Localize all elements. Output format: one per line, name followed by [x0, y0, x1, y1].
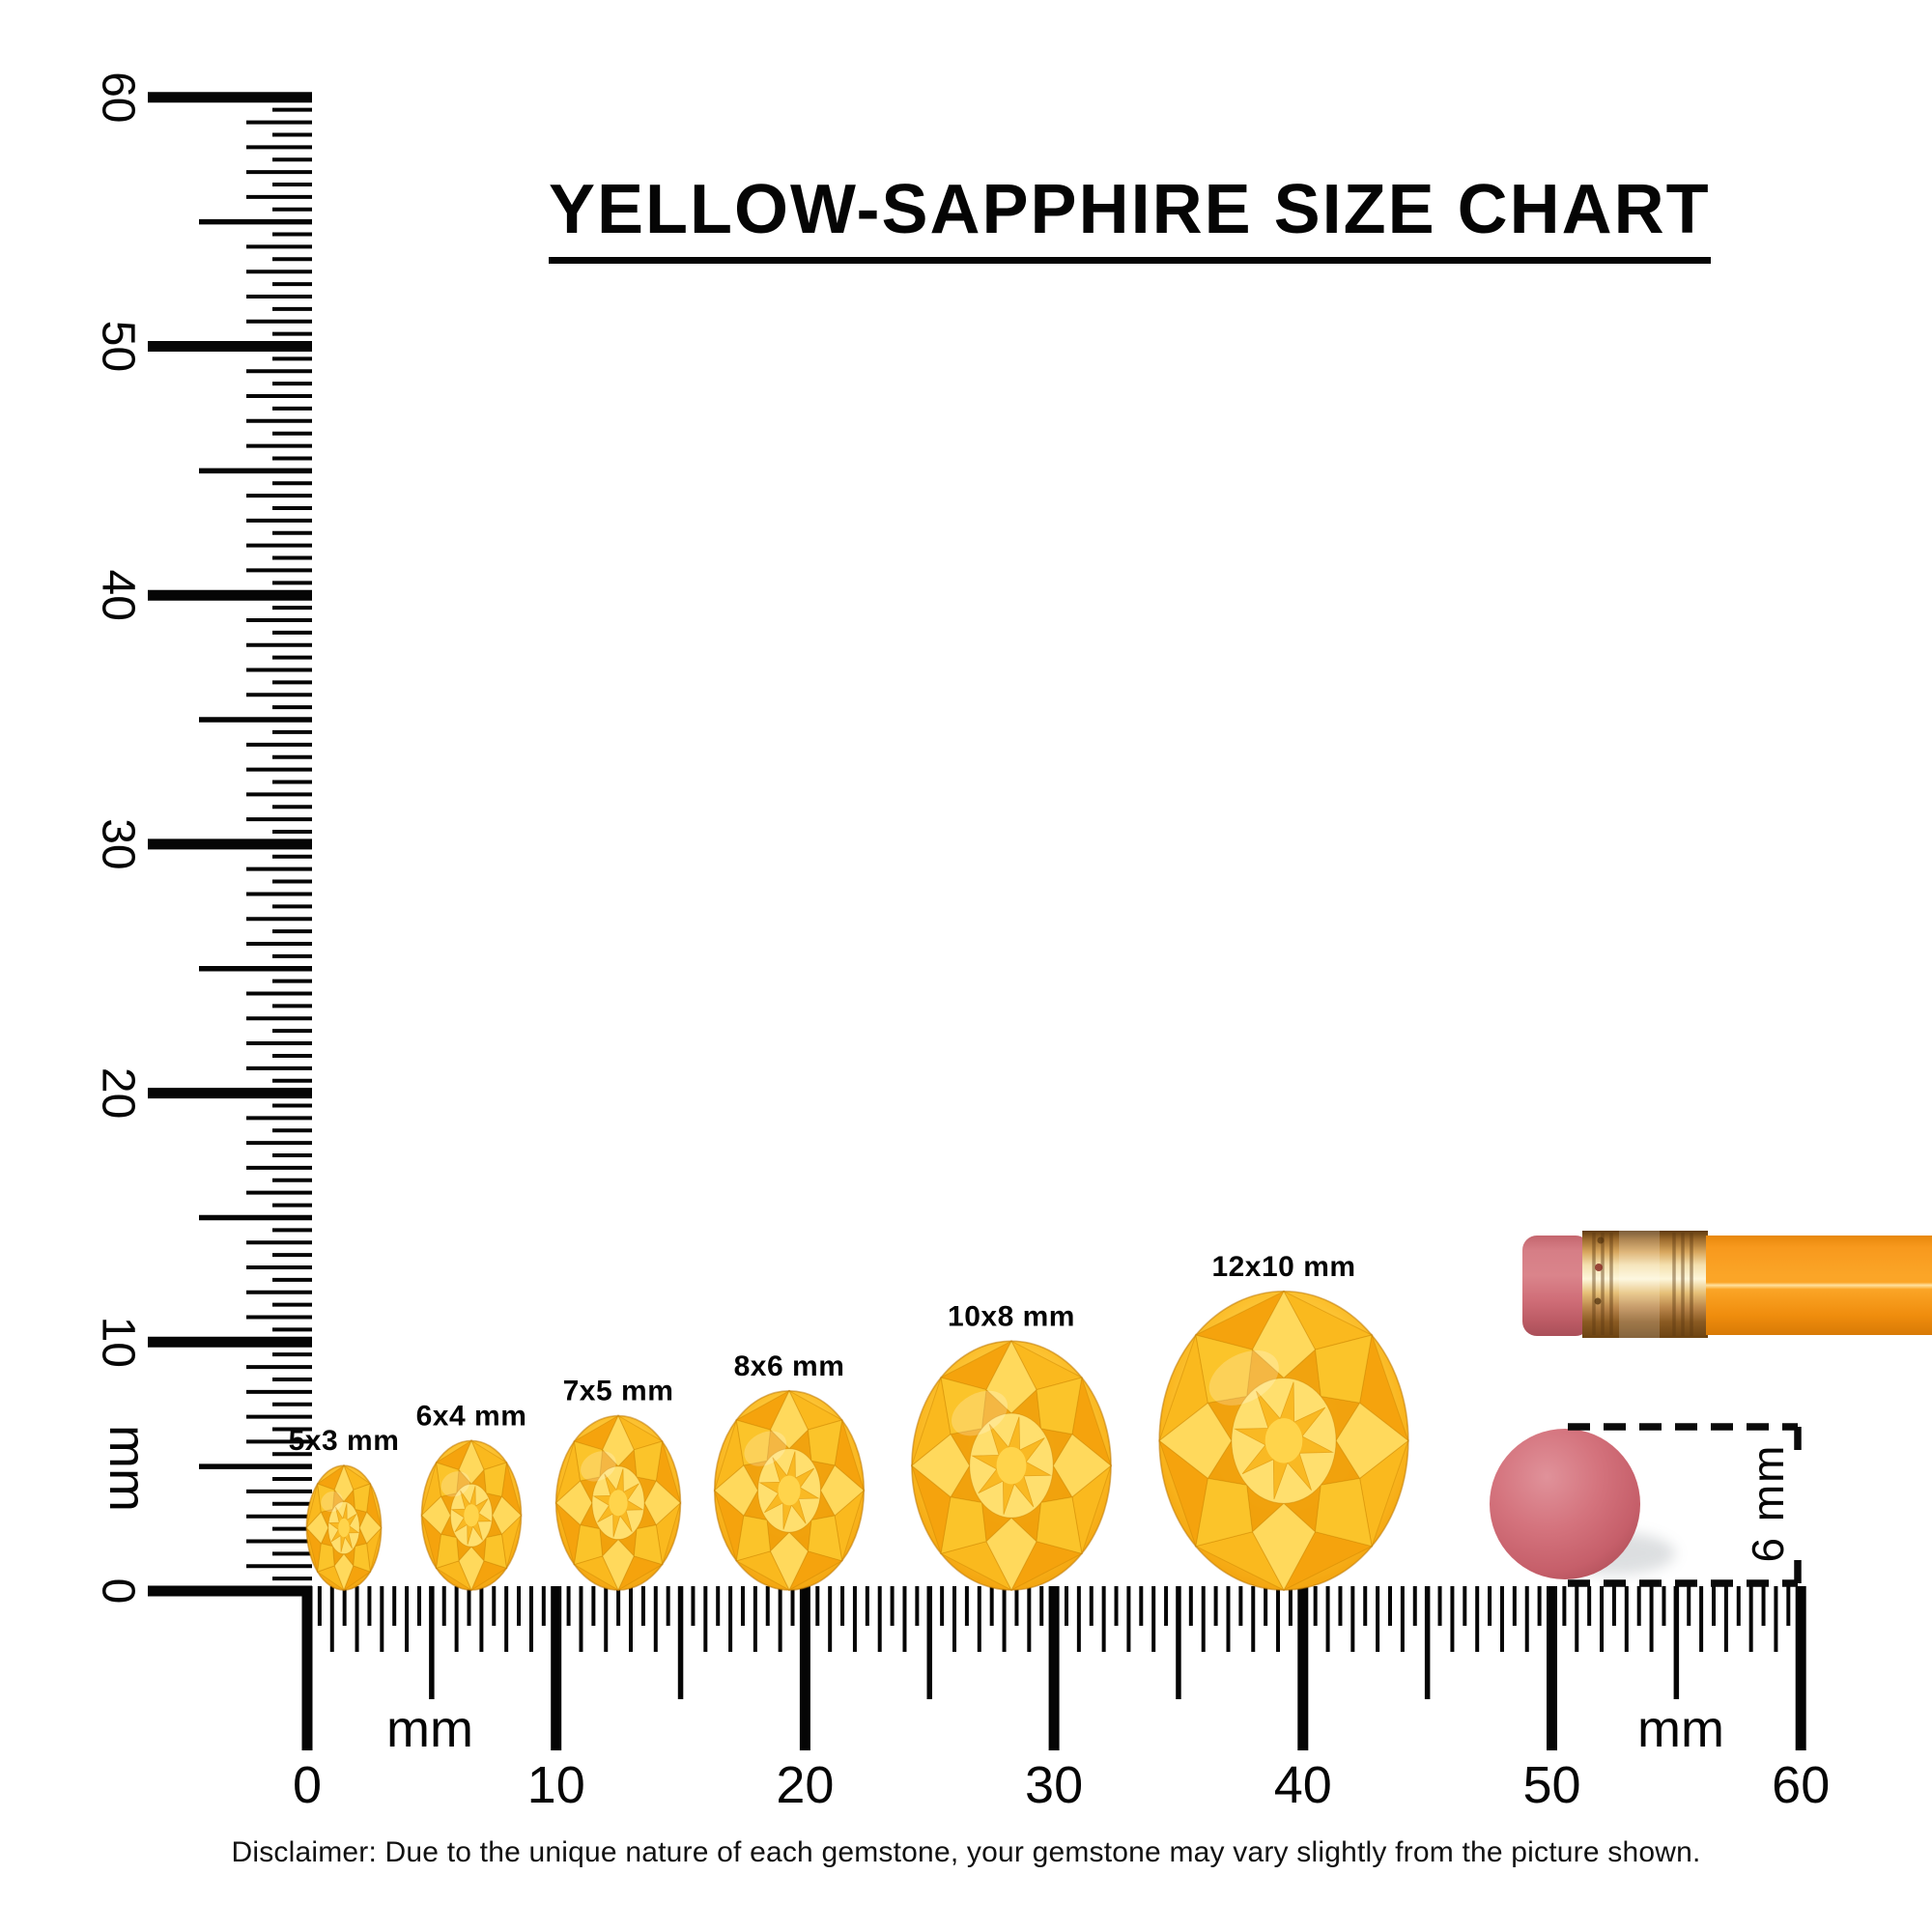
pencil-ferrule	[1582, 1231, 1708, 1338]
page-title: YELLOW-SAPPHIRE SIZE CHART	[549, 175, 1711, 264]
gemstone: 8x6 mm	[713, 1350, 866, 1592]
gemstone: 5x3 mm	[289, 1425, 400, 1592]
horizontal-ruler-number: 50	[1522, 1756, 1580, 1814]
gemstone: 7x5 mm	[554, 1376, 682, 1592]
horizontal-ruler-number: 20	[776, 1756, 834, 1814]
vertical-ruler-number: 30	[93, 818, 144, 869]
gem-size-label: 12x10 mm	[1211, 1251, 1355, 1283]
vertical-ruler-number: 50	[93, 321, 144, 372]
ferrule-rivet	[1594, 1297, 1602, 1305]
gemstones: 5x3 mm 6x4 mm 7x5 mm 8x6 mm 10x8 mm 12x10 mm	[289, 1251, 1409, 1592]
vertical-ruler-unit: mm	[99, 1425, 156, 1512]
horizontal-ruler-unit: mm	[386, 1700, 473, 1758]
horizontal-ruler-number: 10	[527, 1756, 585, 1814]
vertical-ruler-number: 40	[93, 570, 144, 621]
gem-size-label: 6x4 mm	[416, 1400, 527, 1432]
gemstone: 6x4 mm	[416, 1400, 527, 1592]
horizontal-ruler-number: 40	[1274, 1756, 1332, 1814]
horizontal-ruler: 0 10 20 30 40 50 60 mm mm	[293, 1586, 1830, 1814]
horizontal-ruler-number: 0	[293, 1756, 322, 1814]
vertical-ruler-number: 10	[93, 1317, 144, 1368]
gem-size-label: 8x6 mm	[734, 1350, 845, 1382]
disclaimer-text: Disclaimer: Due to the unique nature of …	[231, 1836, 1701, 1868]
horizontal-ruler-number: 30	[1025, 1756, 1083, 1814]
pencil-body	[1706, 1236, 1932, 1335]
vertical-ruler: 60 50 40 30 20 10 0 mm	[93, 71, 312, 1605]
vertical-ruler-number: 60	[93, 71, 144, 123]
horizontal-ruler-unit: mm	[1637, 1700, 1724, 1758]
gemstone: 12x10 mm	[1158, 1251, 1409, 1592]
vertical-ruler-number: 20	[93, 1067, 144, 1119]
ferrule-highlight	[1619, 1231, 1660, 1338]
pencil	[1522, 1231, 1932, 1338]
gem-size-label: 5x3 mm	[289, 1425, 400, 1457]
gem-size-label: 10x8 mm	[948, 1300, 1075, 1332]
dot-size-label: 6 mm	[1743, 1444, 1793, 1563]
gemstone: 10x8 mm	[910, 1300, 1113, 1592]
dimension-lines	[1568, 1423, 1802, 1587]
horizontal-ruler-number: 60	[1772, 1756, 1830, 1814]
ferrule-rivet	[1595, 1264, 1603, 1271]
vertical-ruler-number: 0	[93, 1578, 144, 1605]
ferrule-crimps	[1592, 1233, 1693, 1336]
gem-size-label: 7x5 mm	[563, 1376, 674, 1407]
size-indicator: 6 mm	[1490, 1423, 1802, 1587]
eraser-dot	[1490, 1429, 1640, 1579]
ferrule-rivet	[1597, 1236, 1605, 1244]
pencil-eraser	[1522, 1236, 1590, 1336]
